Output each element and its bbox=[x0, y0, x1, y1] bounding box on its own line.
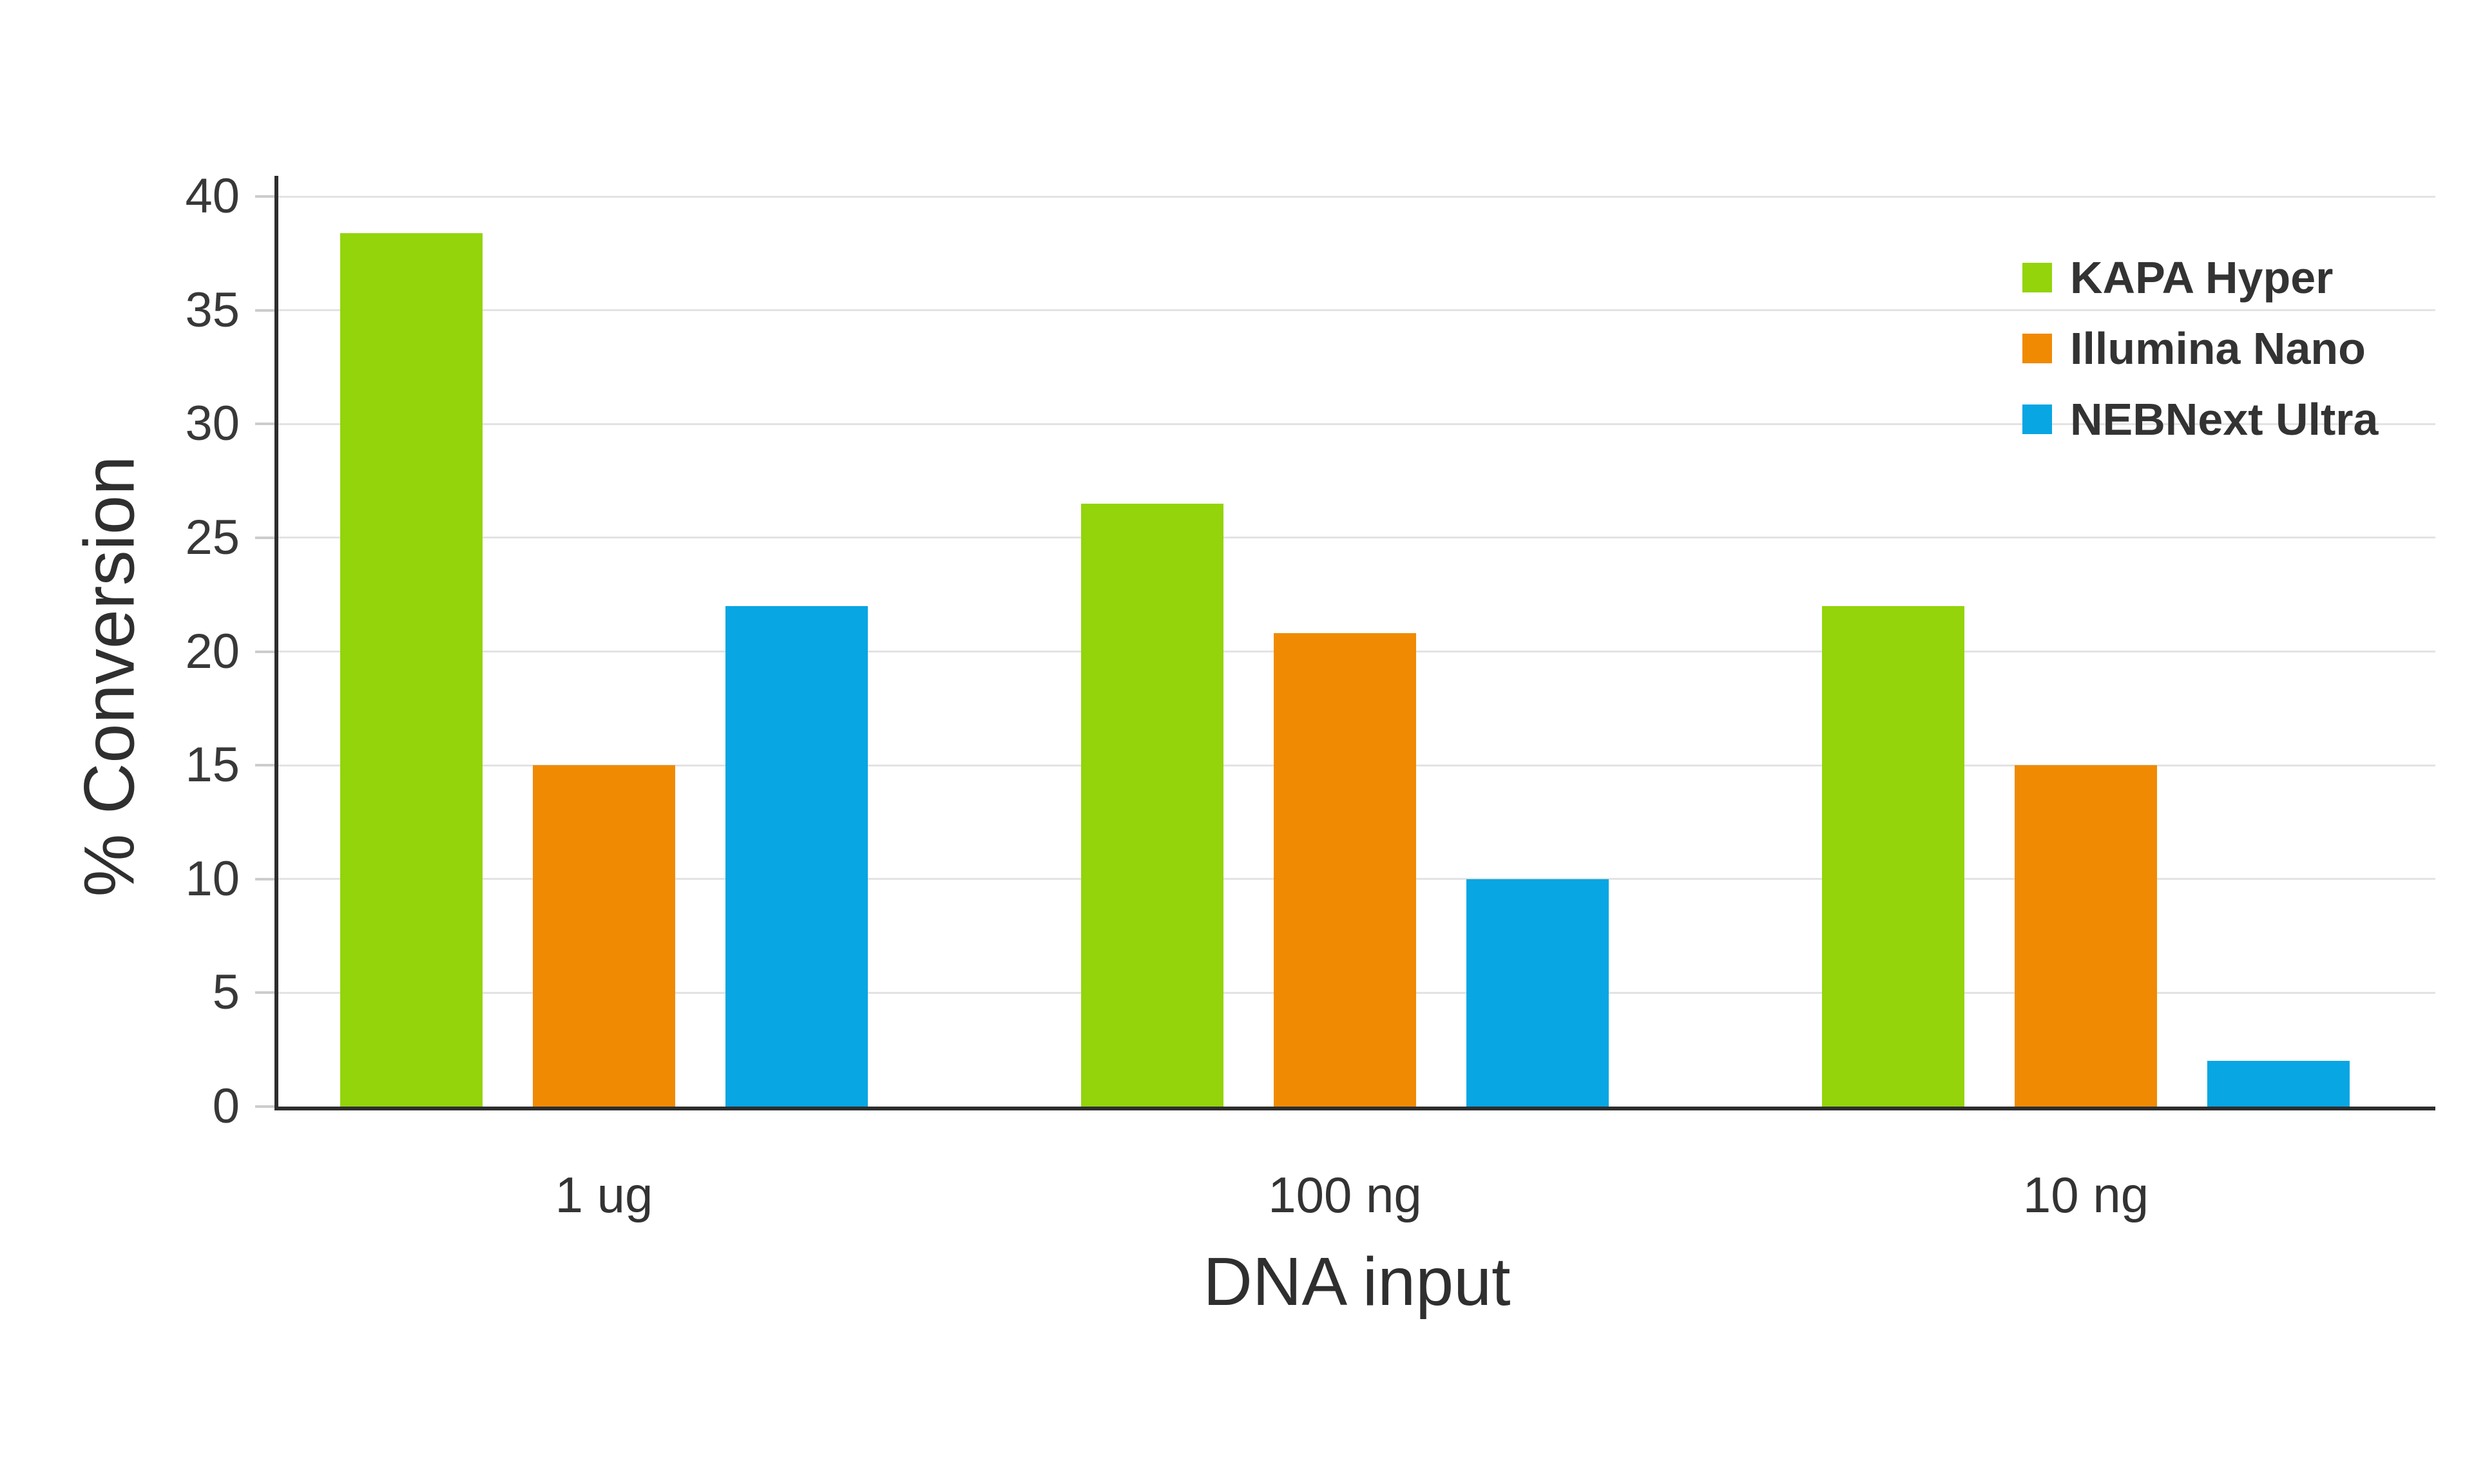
legend-item-illumina-nano: Illumina Nano bbox=[2022, 323, 2378, 374]
x-axis-title: DNA input bbox=[1203, 1244, 1511, 1320]
y-gridline-40 bbox=[278, 195, 2435, 198]
y-tick-label-5: 5 bbox=[212, 965, 240, 1020]
y-tick-mark-0 bbox=[255, 1105, 274, 1108]
y-tick-mark-10 bbox=[255, 877, 274, 880]
legend-label: Illumina Nano bbox=[2070, 323, 2366, 374]
y-tick-label-30: 30 bbox=[185, 396, 240, 452]
legend: KAPA Hyper Illumina Nano NEBNext Ultra bbox=[2022, 252, 2378, 445]
legend-swatch-icon bbox=[2022, 334, 2052, 363]
x-tick-label-100-ng: 100 ng bbox=[1268, 1166, 1422, 1223]
y-tick-mark-25 bbox=[255, 536, 274, 539]
bar-nebnext-ultra-100-ng bbox=[1466, 879, 1609, 1107]
bar-nebnext-ultra-1-ug bbox=[725, 605, 868, 1107]
y-tick-label-40: 40 bbox=[185, 169, 240, 224]
y-tick-mark-35 bbox=[255, 309, 274, 312]
bar-illumina-nano-10-ng bbox=[2015, 765, 2157, 1107]
bar-kapa-hyper-10-ng bbox=[1822, 605, 1964, 1107]
y-gridline-25 bbox=[278, 537, 2435, 539]
legend-label: NEBNext Ultra bbox=[2070, 394, 2379, 444]
legend-swatch-icon bbox=[2022, 263, 2052, 292]
y-tick-mark-5 bbox=[255, 991, 274, 994]
legend-swatch-icon bbox=[2022, 404, 2052, 434]
y-gridline-35 bbox=[278, 309, 2435, 312]
legend-label: KAPA Hyper bbox=[2070, 252, 2334, 303]
legend-item-kapa-hyper: KAPA Hyper bbox=[2022, 252, 2378, 303]
bar-kapa-hyper-100-ng bbox=[1081, 503, 1223, 1107]
y-tick-mark-40 bbox=[255, 195, 274, 198]
x-tick-label-1-ug: 1 ug bbox=[555, 1166, 653, 1223]
y-tick-mark-30 bbox=[255, 423, 274, 426]
y-gridline-30 bbox=[278, 423, 2435, 425]
y-tick-mark-15 bbox=[255, 764, 274, 767]
y-tick-label-15: 15 bbox=[185, 737, 240, 793]
plot-area: 0 5 10 15 20 25 30 35 40 1 ug 100 ng 10 ng DNA inp… bbox=[185, 169, 2435, 1320]
y-tick-label-20: 20 bbox=[185, 623, 240, 679]
x-axis-line bbox=[274, 1107, 2435, 1110]
y-tick-mark-20 bbox=[255, 650, 274, 653]
y-tick-label-0: 0 bbox=[212, 1079, 240, 1134]
bar-illumina-nano-100-ng bbox=[1274, 633, 1416, 1107]
y-tick-label-10: 10 bbox=[185, 851, 240, 906]
bar-kapa-hyper-1-ug bbox=[340, 233, 483, 1107]
bar-illumina-nano-1-ug bbox=[533, 765, 675, 1107]
x-tick-label-10-ng: 10 ng bbox=[2022, 1166, 2149, 1223]
y-tick-label-35: 35 bbox=[185, 282, 240, 338]
bar-nebnext-ultra-10-ng bbox=[2207, 1061, 2350, 1107]
y-tick-label-25: 25 bbox=[185, 509, 240, 565]
legend-item-nebnext-ultra: NEBNext Ultra bbox=[2022, 394, 2378, 445]
